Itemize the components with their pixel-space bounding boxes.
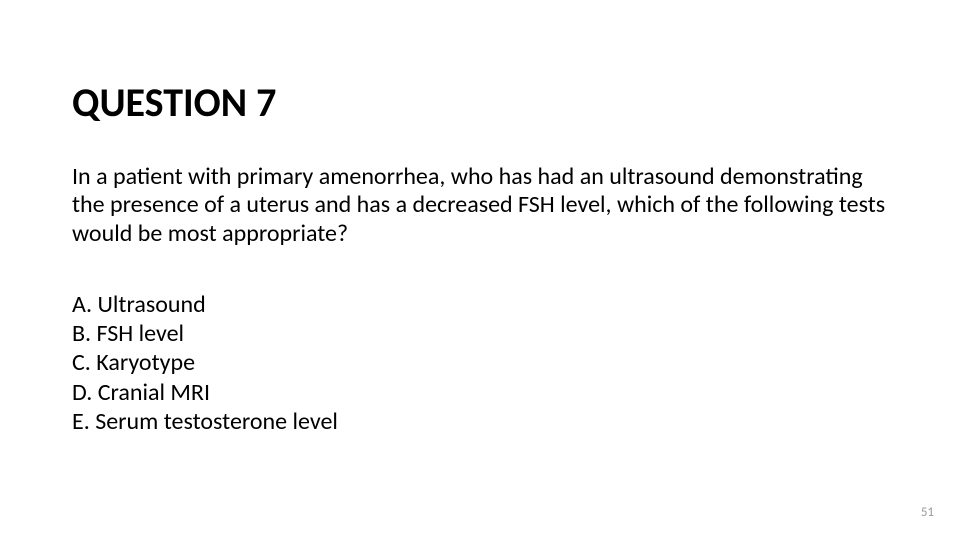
page-number: 51 xyxy=(921,505,934,520)
option-d: D. Cranial MRI xyxy=(72,378,888,407)
question-stem: In a patient with primary amenorrhea, wh… xyxy=(72,163,888,248)
question-title: QUESTION 7 xyxy=(72,78,888,127)
option-c: C. Karyotype xyxy=(72,348,888,377)
slide: QUESTION 7 In a patient with primary ame… xyxy=(0,0,960,540)
option-e: E. Serum testosterone level xyxy=(72,407,888,436)
option-a: A. Ultrasound xyxy=(72,290,888,319)
option-b: B. FSH level xyxy=(72,319,888,348)
options-list: A. Ultrasound B. FSH level C. Karyotype … xyxy=(72,290,888,436)
